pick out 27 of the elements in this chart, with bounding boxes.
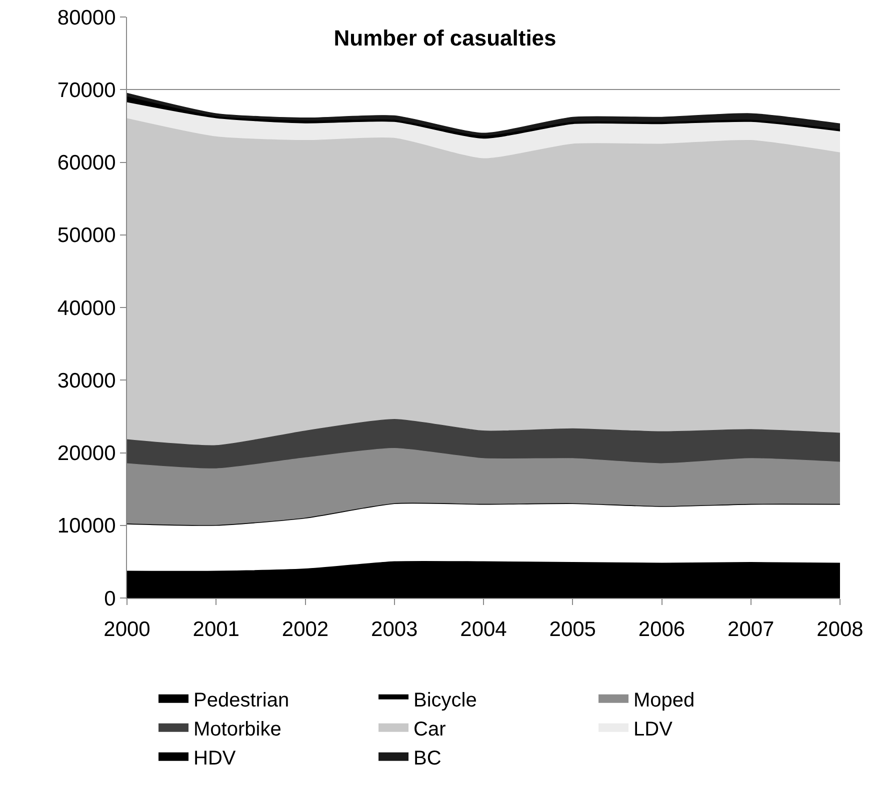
y-tick-label: 10000 [57, 514, 116, 538]
x-tick-label: 2001 [192, 618, 240, 642]
x-tick-label: 2000 [104, 618, 150, 642]
y-tick-label: 50000 [57, 224, 116, 248]
x-tick-label: 2006 [638, 618, 686, 642]
legend-label: BC [414, 748, 442, 770]
legend-label: Bicycle [414, 690, 477, 712]
y-tick-label: 0 [104, 587, 116, 610]
legend-label: LDV [634, 718, 674, 741]
y-tick-label: 20000 [57, 442, 116, 466]
legend-label: Moped [634, 690, 695, 712]
x-tick-label: 2003 [371, 618, 418, 642]
y-tick-label: 70000 [57, 78, 116, 102]
y-tick-label: 30000 [57, 369, 116, 392]
x-tick-label: 2002 [282, 618, 329, 642]
legend-label: Pedestrian [194, 690, 290, 712]
y-tick-label: 60000 [57, 152, 116, 175]
legend-label: Car [414, 718, 446, 741]
x-tick-label: 2007 [728, 618, 774, 642]
x-tick-label: 2008 [816, 618, 864, 642]
y-tick-label: 80000 [57, 6, 116, 30]
legend-label: HDV [194, 748, 236, 770]
y-tick-label: 40000 [57, 296, 116, 320]
chart-title: Number of casualties [334, 25, 556, 50]
x-tick-label: 2005 [549, 618, 596, 642]
x-tick-label: 2004 [460, 618, 508, 642]
legend-label: Motorbike [194, 718, 282, 741]
